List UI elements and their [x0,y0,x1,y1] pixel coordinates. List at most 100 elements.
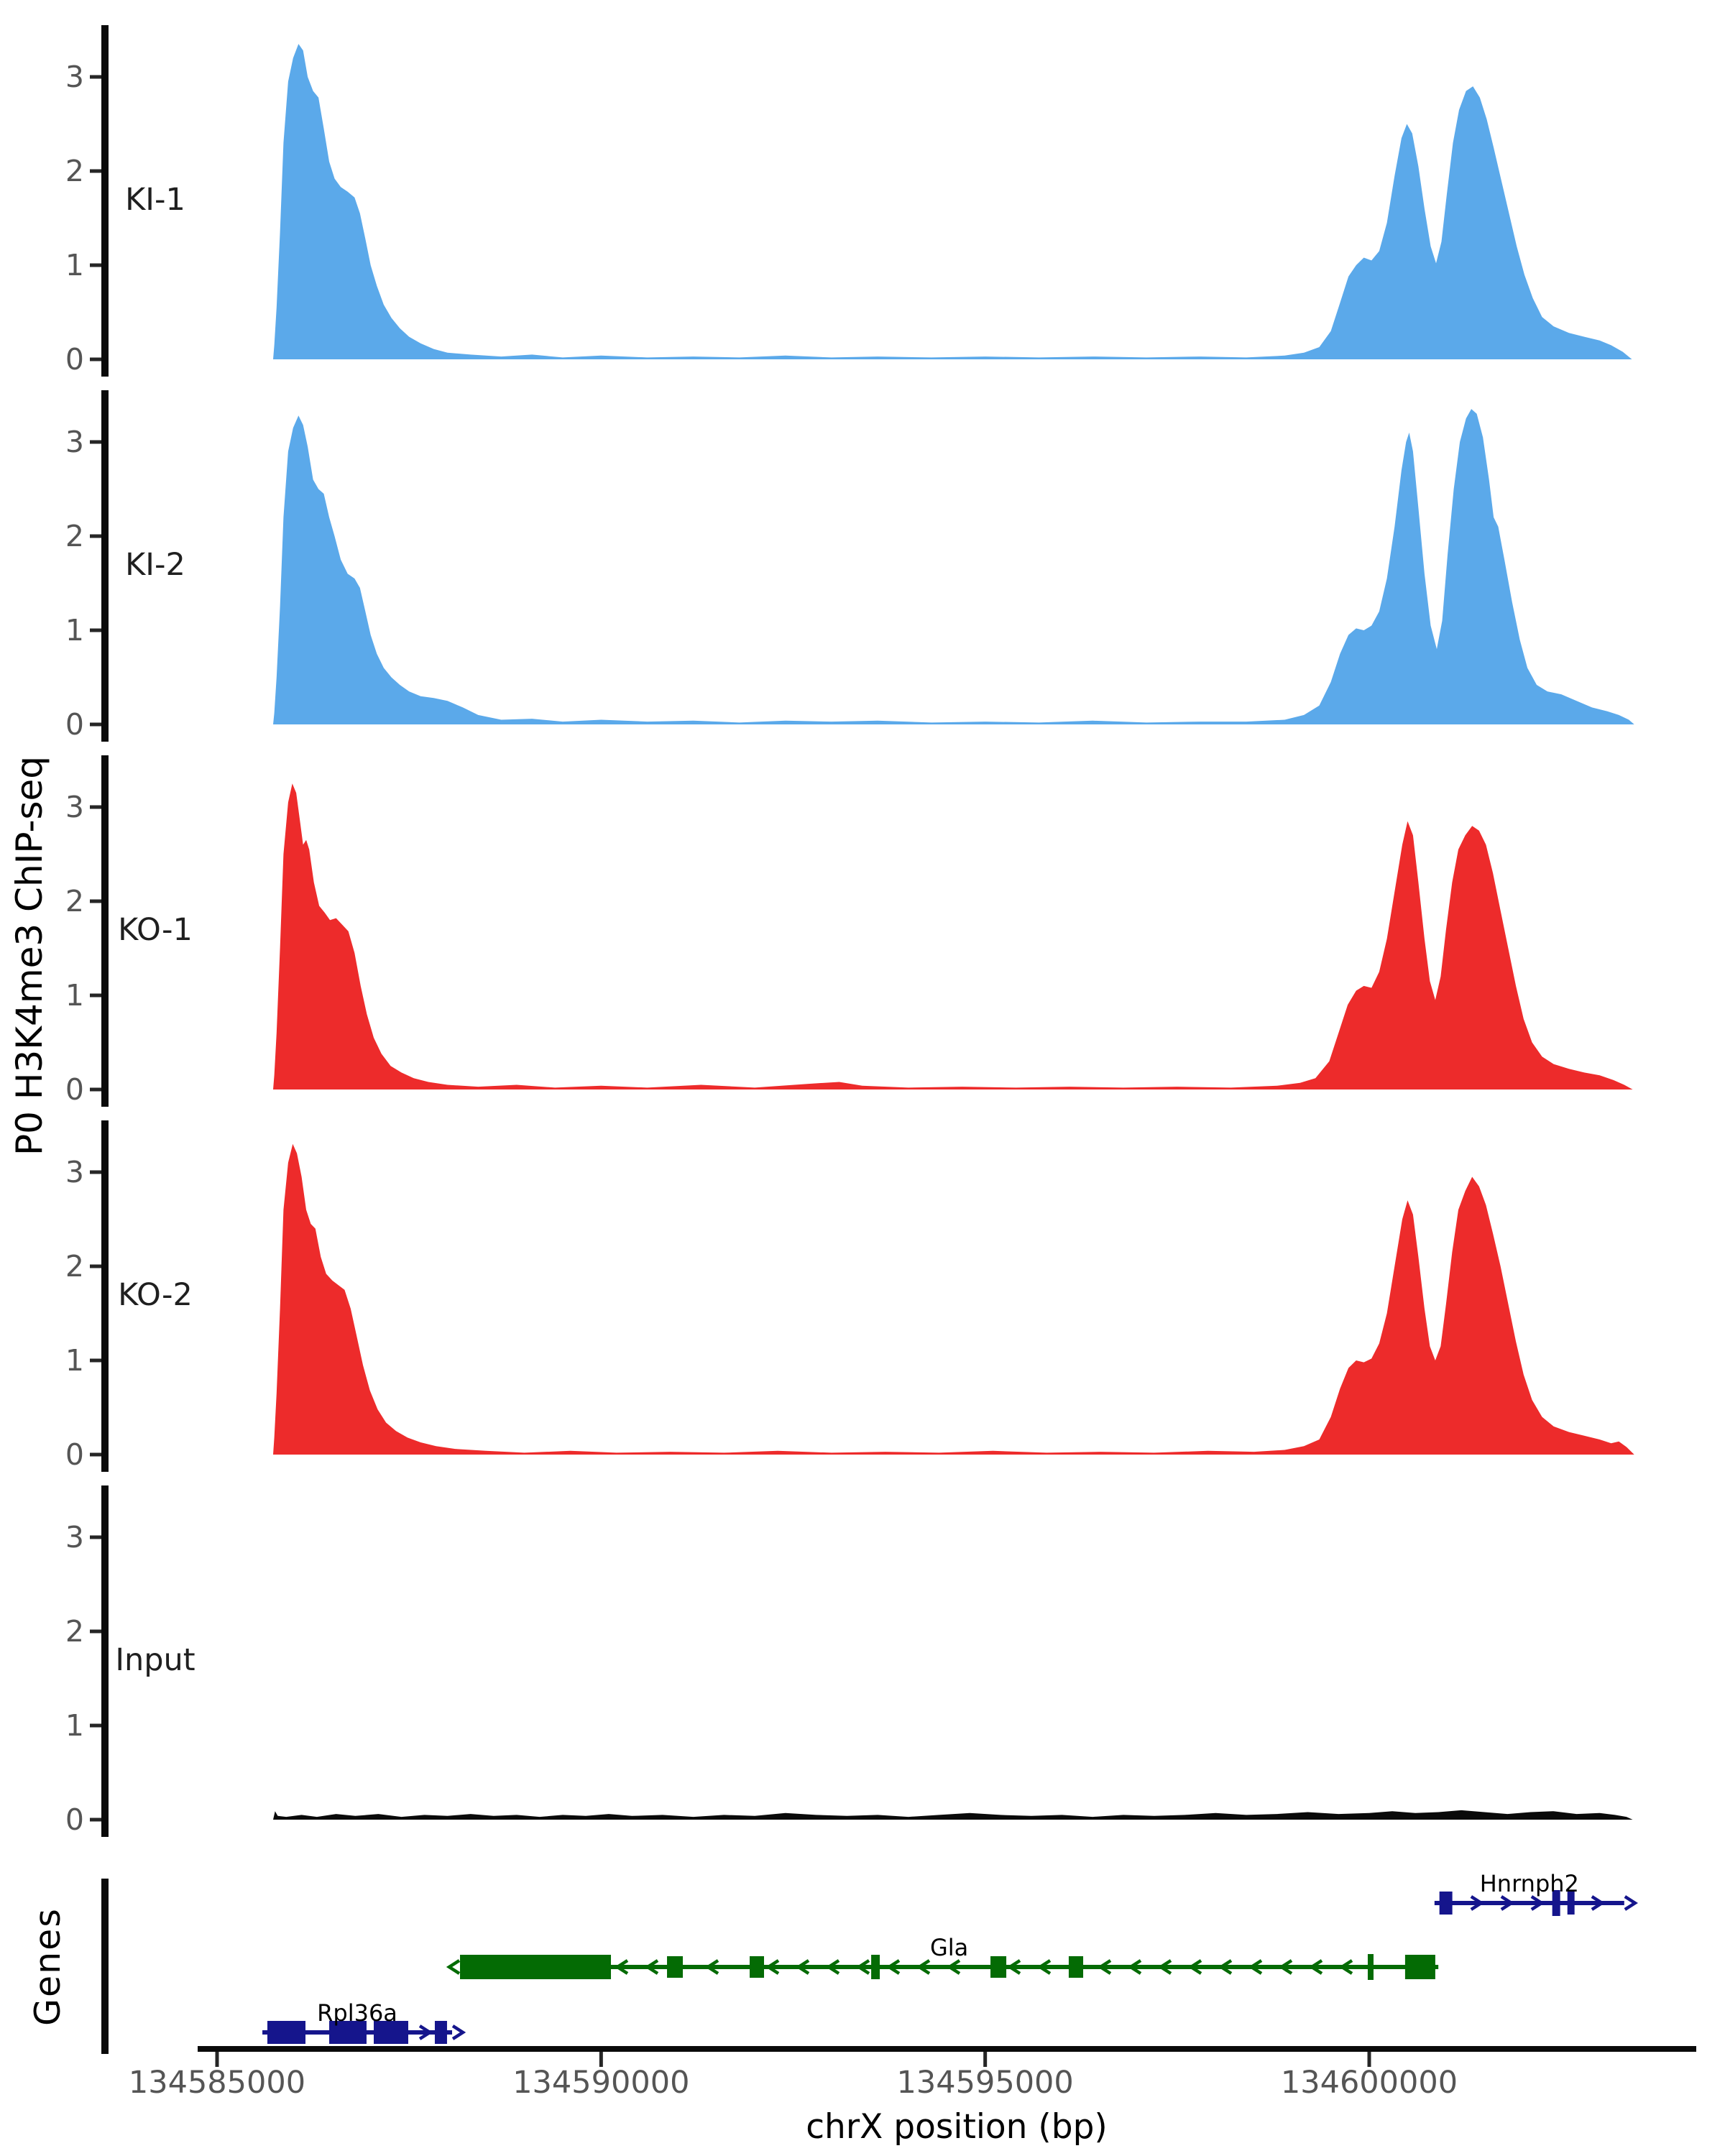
y-tick-label: 0 [65,707,84,742]
gene-strand-chevron [1500,1895,1515,1911]
signal-area-KI-1 [273,44,1632,359]
gene-label-Gla: Gla [930,1934,968,1961]
gene-strand-chevron [916,1959,931,1975]
gene-exon [990,1956,1007,1978]
x-axis: 134585000 134590000 134595000 134600000 [129,2046,1696,2101]
y-tick-label: 0 [65,1437,84,1472]
gene-exon [374,2021,408,2044]
gene-strand-chevron [1470,1895,1485,1911]
gene-strand-chevron [1308,1959,1323,1975]
gene-exon [750,1956,764,1978]
x-tick-label: 134595000 [897,2065,1074,2101]
gene-exon [667,1956,684,1978]
gene-strand-chevron [1006,1959,1021,1975]
gene-strand-chevron [825,1959,840,1975]
gene-exon [1552,1890,1560,1916]
track-label: KI-2 [125,547,185,583]
y-tick [90,75,101,79]
gene-Rpl36a: Rpl36a [262,1999,466,2044]
track-label: Input [115,1642,195,1678]
x-tick-label: 134590000 [512,2065,689,2101]
y-tick [90,440,101,444]
x-tick-label: 134600000 [1281,2065,1458,2101]
x-axis-line [198,2046,1696,2052]
y-tick [90,169,101,173]
gene-strand-chevron [1157,1959,1172,1975]
gene-strand-chevron [1218,1959,1233,1975]
track-label: KI-1 [125,182,185,218]
gene-strand-chevron [418,2024,433,2040]
gene-strand-chevron [704,1959,719,1975]
x-axis-title: chrX position (bp) [806,2107,1108,2147]
x-tick [1367,2052,1371,2067]
y-tick [90,1629,101,1634]
y-tick-label: 2 [65,1249,84,1284]
x-tick [983,2052,988,2067]
gene-exon [871,1955,880,1979]
gene-strand-chevron [765,1959,780,1975]
track-KO-2: 0 1 2 3 KO-2 [65,1120,1634,1472]
y-tick-label: 1 [65,248,84,282]
gene-exon [329,2021,367,2044]
gene-strand-chevron [946,1959,961,1975]
y-axis-line [101,390,109,742]
signal-area-KO-1 [273,783,1633,1089]
y-tick-label: 1 [65,1708,84,1743]
y-axis-line [101,755,109,1107]
gene-exon [267,2021,306,2044]
gene-Gla: Gla [446,1934,1439,1980]
gene-strand-chevron [886,1959,901,1975]
y-tick [90,1723,101,1728]
y-tick [90,1170,101,1174]
y-tick-label: 3 [65,1155,84,1189]
y-axis-line [101,25,109,377]
y-tick-label: 0 [65,1802,84,1837]
y-tick-label: 0 [65,1072,84,1107]
y-tick [90,1452,101,1457]
track-label: KO-1 [118,912,193,948]
y-tick-label: 2 [65,1614,84,1649]
gene-strand-chevron [1338,1959,1353,1975]
y-tick [90,1264,101,1268]
gene-strand-chevron [1278,1959,1293,1975]
genes-track: Rpl36a Gla Hnrnph2 [101,1870,1638,2054]
y-tick-label: 3 [65,790,84,824]
y-tick [90,1818,101,1822]
y-axis-line [101,1120,109,1472]
y-tick [90,1087,101,1092]
gene-strand-chevron [1187,1959,1202,1975]
gene-strand-chevron [795,1959,810,1975]
y-tick [90,722,101,727]
signal-tracks: 0 1 2 3 KI-1 0 1 2 3 KI-2 0 1 2 3 KO-1 0 1 2 3 KO-2 0 1 2 3 Inpu… [65,25,1634,1837]
track-KI-1: 0 1 2 3 KI-1 [65,25,1632,377]
y-tick-label: 1 [65,613,84,648]
gene-label-Hnrnph2: Hnrnph2 [1480,1870,1579,1897]
y-tick-label: 3 [65,425,84,459]
genes-axis-line [101,1879,109,2054]
y-tick-label: 2 [65,154,84,188]
gene-line [1434,1901,1624,1905]
y-tick-label: 3 [65,1520,84,1554]
y-axis-line [101,1485,109,1837]
signal-area-KO-2 [273,1143,1634,1455]
y-tick [90,1358,101,1363]
gene-exon [460,1955,612,1979]
x-tick [599,2052,603,2067]
y-tick-label: 2 [65,884,84,918]
gene-exon [1404,1955,1435,1979]
y-tick-label: 1 [65,978,84,1013]
y-tick-label: 2 [65,519,84,553]
y-tick-label: 3 [65,60,84,94]
y-tick [90,534,101,538]
gene-strand-chevron [1248,1959,1263,1975]
track-label: KO-2 [118,1277,193,1313]
gene-strand-chevron [1530,1895,1545,1911]
y-tick [90,993,101,998]
gene-exon [1068,1956,1084,1978]
gene-exon [1439,1892,1453,1915]
y-tick [90,263,101,267]
gene-exon [1567,1892,1575,1915]
gene-strand-chevron [855,1959,870,1975]
